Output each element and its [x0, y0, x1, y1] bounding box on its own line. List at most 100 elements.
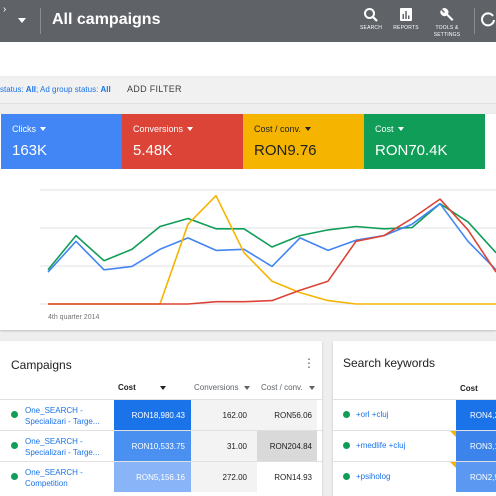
- search-keywords-card: Search keywords Cost +orl +clujRON4,2+me…: [333, 341, 496, 496]
- dropdown-arrow-icon: [397, 127, 404, 131]
- metric-cost-per-conv[interactable]: Cost / conv. RON9.76: [243, 114, 364, 169]
- col-cost-label: Cost: [118, 383, 136, 392]
- keyword-link[interactable]: +medlife +cluj: [356, 441, 406, 450]
- list-item[interactable]: +medlife +cluj RON3,1: [333, 430, 496, 461]
- flag-corner-icon: [450, 462, 456, 468]
- campaign-cost-cell: RON18,980.43: [114, 400, 191, 430]
- campaign-status-value: All: [25, 85, 37, 94]
- keyword-link[interactable]: +psiholog: [356, 472, 391, 481]
- reports-tool-button[interactable]: REPORTS: [393, 6, 419, 31]
- metric-cost-per-conv-label: Cost / conv.: [254, 124, 301, 134]
- status-dot-icon: [343, 473, 350, 480]
- campaign-name-line1: One_SEARCH -: [25, 468, 83, 477]
- campaign-name-link[interactable]: One_SEARCH - Competition: [25, 467, 111, 489]
- keyword-cost-cell: RON3,1: [456, 431, 496, 461]
- kw-col-cost-header[interactable]: Cost: [460, 384, 478, 393]
- metric-cost[interactable]: Cost RON70.4K: [364, 114, 485, 169]
- metric-cost-label: Cost: [375, 124, 394, 134]
- wrench-icon: [440, 8, 454, 21]
- col-cost-conv-header[interactable]: Cost / conv.: [261, 383, 315, 392]
- col-conversions-label: Conversions: [194, 383, 239, 392]
- keyword-cost-cell: RON2,9: [456, 462, 496, 492]
- metric-clicks-label: Clicks: [12, 124, 36, 134]
- refresh-icon[interactable]: [480, 11, 496, 27]
- sort-desc-icon: [159, 385, 166, 390]
- status-dot-icon: [11, 473, 18, 480]
- status-prefix: status:: [0, 85, 26, 94]
- campaign-cost-cell: RON10,533.75: [114, 431, 191, 461]
- chart-series-line-3: [48, 198, 496, 305]
- header-divider: [40, 8, 41, 34]
- status-dot-icon: [11, 442, 18, 449]
- metric-conversions[interactable]: Conversions 5.48K: [122, 114, 243, 169]
- campaign-name-line2: Competition: [25, 479, 68, 488]
- table-row[interactable]: One_SEARCH - Competition RON5,156.16 272.00…: [0, 461, 322, 492]
- reports-icon: [400, 8, 412, 21]
- adgroup-status-value: All: [100, 85, 111, 94]
- status-separator: ; Ad group status:: [36, 85, 101, 94]
- col-conversions-header[interactable]: Conversions: [194, 383, 251, 392]
- col-cost-header[interactable]: Cost: [118, 383, 166, 392]
- campaign-name-line1: One_SEARCH -: [25, 437, 83, 446]
- campaign-cost-cell: RON5,156.16: [114, 462, 191, 492]
- campaign-cost-conv-cell: RON204.84: [257, 431, 317, 461]
- tools-settings-label-2: SETTINGS: [433, 32, 461, 38]
- more-options-icon[interactable]: · · ·: [306, 350, 312, 374]
- chart-series: [47, 194, 496, 305]
- sort-icon: [244, 385, 251, 390]
- search-tool-button[interactable]: SEARCH: [360, 6, 382, 31]
- campaign-cost-conv-cell: RON56.06: [257, 400, 317, 430]
- campaigns-card: Campaigns · · · Cost Conversions Cost / co…: [0, 341, 322, 496]
- line-chart: 4th quarter 2014: [40, 189, 496, 321]
- col-cost-conv-label: Cost / conv.: [261, 383, 303, 392]
- tools-settings-label-1: TOOLS &: [435, 25, 459, 31]
- reports-tool-label: REPORTS: [393, 25, 419, 31]
- table-row[interactable]: One_SEARCH - Specializari - Targe... RON10…: [0, 430, 322, 461]
- performance-chart-card: Clicks 163K Conversions 5.48K Cost / con…: [0, 114, 496, 330]
- status-dot-icon: [343, 411, 350, 418]
- metric-conversions-value: 5.48K: [133, 142, 173, 159]
- chart-series-line-1: [47, 202, 496, 273]
- campaign-name-line1: One_SEARCH -: [25, 406, 83, 415]
- campaign-cost-conv-cell: RON14.93: [257, 462, 317, 492]
- account-dropdown-caret-icon[interactable]: [18, 18, 26, 23]
- campaign-name-line2: Specializari - Targe...: [25, 448, 100, 457]
- status-dot-icon: [343, 442, 350, 449]
- keyword-cost-cell: RON4,2: [456, 400, 496, 430]
- list-item[interactable]: +psiholog RON2,9: [333, 461, 496, 492]
- campaign-name-link[interactable]: One_SEARCH - Specializari - Targe...: [25, 436, 111, 458]
- campaign-conversions-cell: 162.00: [191, 400, 257, 430]
- metric-clicks[interactable]: Clicks 163K: [1, 114, 122, 169]
- search-icon: [364, 8, 378, 22]
- sort-icon: [308, 385, 315, 390]
- dropdown-arrow-icon: [40, 127, 46, 131]
- flag-corner-icon: [450, 431, 456, 437]
- chart-x-label: 4th quarter 2014: [48, 314, 99, 321]
- dropdown-arrow-icon: [304, 127, 311, 131]
- search-tool-label: SEARCH: [360, 25, 383, 31]
- metric-conversions-label: Conversions: [133, 124, 184, 134]
- status-dot-icon: [11, 411, 18, 418]
- chevron-right-icon[interactable]: ›: [3, 4, 7, 15]
- campaign-conversions-cell: 31.00: [191, 431, 257, 461]
- add-filter-button[interactable]: ADD FILTER: [127, 84, 182, 94]
- metric-cost-value: RON70.4K: [375, 142, 448, 159]
- dropdown-arrow-icon: [187, 127, 194, 131]
- keyword-link[interactable]: +orl +cluj: [356, 410, 389, 419]
- status-filter[interactable]: status: All; Ad group status: All: [0, 85, 111, 94]
- metric-clicks-value: 163K: [12, 142, 48, 159]
- tools-settings-button[interactable]: TOOLS & SETTINGS: [431, 6, 463, 38]
- top-app-bar: › All campaigns SEARCH REPORTS TOOLS & S…: [0, 0, 496, 42]
- search-keywords-title: Search keywords: [343, 356, 436, 370]
- header-spacer: [0, 42, 496, 76]
- campaign-conversions-cell: 272.00: [191, 462, 257, 492]
- table-row[interactable]: One_SEARCH - Specializari - Targe... RON18…: [0, 399, 322, 430]
- campaign-name-line2: Specializari - Targe...: [25, 417, 100, 426]
- filter-bar: status: All; Ad group status: All ADD FI…: [0, 78, 496, 104]
- list-item[interactable]: +orl +cluj RON4,2: [333, 399, 496, 430]
- campaigns-title: Campaigns: [11, 358, 72, 372]
- header-divider-right: [474, 8, 475, 34]
- metric-cost-per-conv-value: RON9.76: [254, 142, 317, 159]
- campaign-name-link[interactable]: One_SEARCH - Specializari - Targe...: [25, 405, 111, 427]
- chart-series-line-0: [47, 202, 496, 271]
